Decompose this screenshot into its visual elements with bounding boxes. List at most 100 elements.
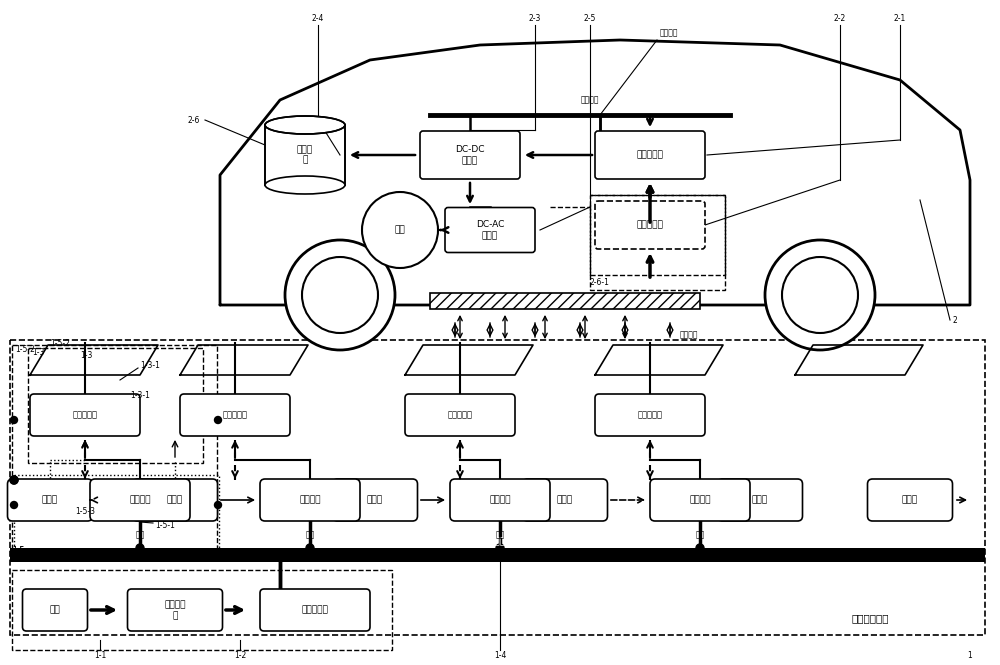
Text: 复合谐振器: 复合谐振器 bbox=[448, 410, 473, 420]
Text: 高频逆变器: 高频逆变器 bbox=[302, 606, 328, 614]
Bar bbox=[430, 293, 700, 309]
FancyBboxPatch shape bbox=[180, 394, 290, 436]
Text: 交流开关: 交流开关 bbox=[489, 495, 511, 505]
FancyBboxPatch shape bbox=[522, 479, 608, 521]
Circle shape bbox=[696, 544, 704, 552]
Text: 2: 2 bbox=[953, 315, 957, 325]
Text: 交流母线: 交流母线 bbox=[489, 537, 511, 547]
Text: 复合谐振器: 复合谐振器 bbox=[638, 410, 662, 420]
Circle shape bbox=[215, 501, 222, 509]
FancyBboxPatch shape bbox=[650, 479, 750, 521]
Text: 开通: 开通 bbox=[305, 531, 315, 539]
Circle shape bbox=[285, 240, 395, 350]
Bar bbox=[14, 475, 219, 550]
FancyBboxPatch shape bbox=[133, 479, 218, 521]
Circle shape bbox=[362, 192, 438, 268]
Text: 直流母线: 直流母线 bbox=[581, 96, 599, 104]
Text: 关断: 关断 bbox=[135, 531, 145, 539]
Text: 1-3: 1-3 bbox=[80, 350, 92, 360]
Text: 1-3-1: 1-3-1 bbox=[130, 390, 150, 400]
Circle shape bbox=[496, 544, 504, 552]
Text: 2-4: 2-4 bbox=[312, 13, 324, 23]
FancyBboxPatch shape bbox=[595, 201, 705, 249]
Text: 1-5: 1-5 bbox=[12, 546, 24, 555]
FancyBboxPatch shape bbox=[867, 479, 952, 521]
Text: 1-5-2: 1-5-2 bbox=[15, 345, 35, 354]
Text: 网侧供电系统: 网侧供电系统 bbox=[851, 613, 889, 623]
Circle shape bbox=[765, 240, 875, 350]
Circle shape bbox=[306, 544, 314, 552]
Bar bbox=[10, 548, 985, 562]
FancyBboxPatch shape bbox=[420, 131, 520, 179]
FancyBboxPatch shape bbox=[30, 394, 140, 436]
Text: 控制器: 控制器 bbox=[167, 495, 183, 505]
Circle shape bbox=[215, 416, 222, 424]
Bar bbox=[28, 348, 203, 463]
FancyBboxPatch shape bbox=[260, 589, 370, 631]
Text: 电网: 电网 bbox=[50, 606, 60, 614]
Text: 交流开关: 交流开关 bbox=[129, 495, 151, 505]
Text: 2-6: 2-6 bbox=[188, 116, 200, 124]
FancyBboxPatch shape bbox=[595, 131, 705, 179]
Text: 1-3-1: 1-3-1 bbox=[140, 360, 160, 370]
Text: 1-3: 1-3 bbox=[32, 348, 44, 357]
Text: 1-5-3: 1-5-3 bbox=[75, 507, 95, 517]
Bar bbox=[590, 195, 725, 290]
Text: 控制器: 控制器 bbox=[902, 495, 918, 505]
FancyBboxPatch shape bbox=[405, 394, 515, 436]
Text: 控制器: 控制器 bbox=[367, 495, 383, 505]
Bar bbox=[12, 570, 392, 650]
Circle shape bbox=[136, 544, 144, 552]
Text: 起级电
容: 起级电 容 bbox=[297, 145, 313, 165]
Text: 1-1: 1-1 bbox=[94, 650, 106, 660]
Text: 1-5: 1-5 bbox=[12, 546, 24, 555]
FancyBboxPatch shape bbox=[128, 589, 223, 631]
Circle shape bbox=[11, 416, 18, 424]
FancyBboxPatch shape bbox=[450, 479, 550, 521]
Circle shape bbox=[10, 476, 18, 484]
Bar bbox=[265, 125, 345, 185]
Text: 交流开关: 交流开关 bbox=[299, 495, 321, 505]
FancyBboxPatch shape bbox=[260, 479, 360, 521]
Text: 控制器: 控制器 bbox=[557, 495, 573, 505]
Text: 谐振磁场: 谐振磁场 bbox=[680, 331, 698, 340]
Text: 1-5-1: 1-5-1 bbox=[155, 521, 175, 529]
FancyBboxPatch shape bbox=[90, 479, 190, 521]
FancyBboxPatch shape bbox=[445, 207, 535, 253]
Ellipse shape bbox=[265, 176, 345, 194]
Text: 电机: 电机 bbox=[395, 225, 405, 235]
Ellipse shape bbox=[265, 116, 345, 134]
Text: 开通: 开通 bbox=[495, 531, 505, 539]
Text: DC-DC
变换器: DC-DC 变换器 bbox=[455, 145, 485, 165]
Text: 复合谐振器: 复合谐振器 bbox=[223, 410, 248, 420]
Text: 1-5-2: 1-5-2 bbox=[50, 338, 70, 348]
FancyBboxPatch shape bbox=[8, 479, 93, 521]
FancyBboxPatch shape bbox=[333, 479, 418, 521]
Bar bbox=[10, 340, 985, 635]
Circle shape bbox=[10, 476, 18, 484]
Text: 2-6-1: 2-6-1 bbox=[590, 277, 610, 287]
Text: 复合谐振器: 复合谐振器 bbox=[73, 410, 98, 420]
Circle shape bbox=[11, 501, 18, 509]
Text: 2-3: 2-3 bbox=[529, 13, 541, 23]
Text: 控制器: 控制器 bbox=[752, 495, 768, 505]
Text: 交流开关: 交流开关 bbox=[689, 495, 711, 505]
Text: 直流母线: 直流母线 bbox=[660, 29, 678, 37]
Text: 关断: 关断 bbox=[695, 531, 705, 539]
Text: 高频整流器: 高频整流器 bbox=[637, 150, 663, 160]
FancyBboxPatch shape bbox=[595, 394, 705, 436]
Text: 2-5: 2-5 bbox=[584, 13, 596, 23]
Text: 控制器: 控制器 bbox=[42, 495, 58, 505]
FancyBboxPatch shape bbox=[718, 479, 802, 521]
Text: DC-AC
变换器: DC-AC 变换器 bbox=[476, 220, 504, 240]
Text: 2-1: 2-1 bbox=[894, 13, 906, 23]
Text: 1-2: 1-2 bbox=[234, 650, 246, 660]
Bar bbox=[12, 345, 217, 555]
Text: 1-4: 1-4 bbox=[494, 650, 506, 660]
FancyBboxPatch shape bbox=[23, 589, 88, 631]
Text: 接收谐振器: 接收谐振器 bbox=[637, 221, 663, 229]
Bar bbox=[265, 125, 345, 185]
Text: 1: 1 bbox=[968, 650, 972, 660]
Text: 工频整流
器: 工频整流 器 bbox=[164, 600, 186, 620]
Text: 2-2: 2-2 bbox=[834, 13, 846, 23]
